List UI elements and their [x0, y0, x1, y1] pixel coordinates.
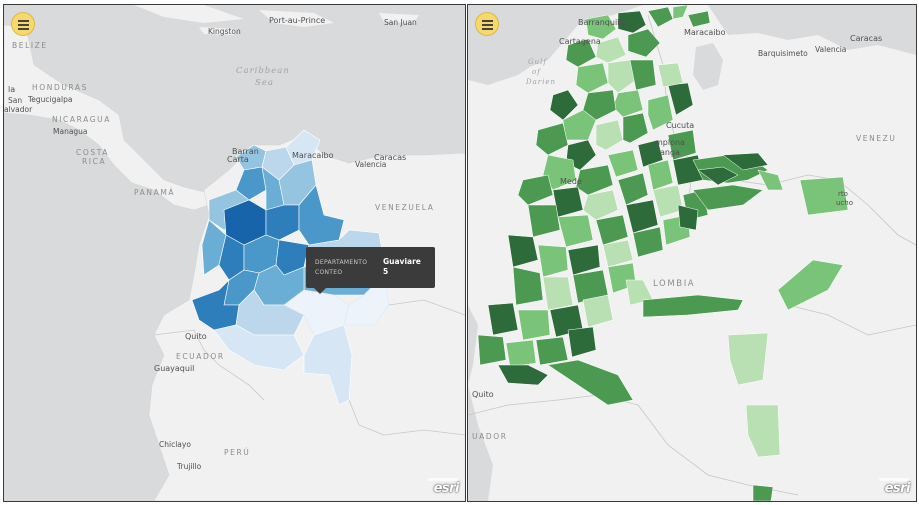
tooltip-conteo-label: CONTEO: [315, 269, 343, 276]
caribbean-islands: [134, 5, 244, 23]
esri-logo: esri: [433, 481, 460, 496]
country-label: VENEZU: [856, 134, 897, 143]
esri-logo: esri: [884, 481, 911, 496]
city-label: Guayaquil: [154, 364, 195, 373]
powered-by-bar: [879, 478, 909, 481]
hamburger-menu-icon: [482, 20, 493, 22]
city-label: Carta: [227, 155, 249, 164]
tooltip-departamento-label: DEPARTAMENTO: [315, 259, 368, 266]
city-label: anga: [660, 148, 680, 157]
tooltip-departamento-value: Guaviare: [383, 257, 421, 266]
country-label: RICA: [82, 157, 107, 166]
city-label: alvador: [4, 105, 33, 114]
sea-label: Caribbean: [236, 66, 290, 76]
menu-button[interactable]: [11, 12, 35, 36]
city-label: Valencia: [815, 45, 847, 54]
city-label: Trujillo: [177, 462, 202, 471]
city-label: Cucuta: [666, 121, 695, 130]
city-label: Barran: [232, 147, 259, 156]
city-label: rto: [838, 190, 848, 198]
city-label: Caracas: [374, 153, 407, 162]
city-label: Managua: [53, 127, 88, 136]
city-label: Cartagena: [559, 37, 601, 46]
city-label: Maracaibo: [292, 151, 334, 160]
city-label: Tegucigalpa: [28, 95, 73, 104]
city-label: Valencia: [355, 160, 387, 169]
city-label: Barquisimeto: [758, 49, 808, 58]
right-map-canvas[interactable]: [468, 5, 916, 501]
city-label: Mede: [560, 177, 582, 186]
country-label: ECUADOR: [176, 352, 225, 361]
city-label: Barranquilla: [578, 18, 627, 27]
country-label: NICARAGUA: [52, 115, 111, 124]
country-label: UADOR: [472, 432, 508, 441]
sea-label: of: [532, 68, 541, 76]
city-label: Quito: [185, 332, 207, 341]
sea-label: Darien: [526, 78, 557, 86]
city-label: mplona: [655, 138, 685, 147]
city-label: Kingston: [208, 27, 241, 36]
country-label: HONDURAS: [32, 83, 89, 92]
country-label: LOMBIA: [653, 279, 696, 289]
city-label: la: [8, 85, 16, 94]
lake-maracaibo: [693, 43, 723, 90]
tooltip-conteo-value: 5: [383, 267, 389, 276]
powered-by-bar: [428, 478, 458, 481]
country-label: PERÚ: [224, 448, 251, 457]
right-map-panel[interactable]: Barranquilla Cartagena Maracaibo Barquis…: [467, 4, 917, 502]
city-label: Quito: [472, 390, 494, 399]
city-label: Caracas: [850, 34, 883, 43]
city-label: ucho: [836, 199, 854, 207]
hamburger-menu-icon: [18, 20, 29, 22]
country-label: VENEZUELA: [375, 203, 435, 212]
left-map-panel[interactable]: Port-au-Prince San Juan Kingston BELIZE …: [3, 4, 466, 502]
city-label: Port-au-Prince: [269, 16, 326, 25]
country-label: COSTA: [76, 148, 110, 157]
menu-button[interactable]: [475, 12, 499, 36]
country-label: BELIZE: [12, 41, 48, 50]
city-label: Maracaibo: [684, 28, 726, 37]
map-popup-tooltip: DEPARTAMENTO CONTEO Guaviare 5: [306, 247, 435, 294]
sea-label: Sea: [255, 78, 274, 88]
sea-label: Gulf: [528, 58, 547, 66]
country-label: PANAMÁ: [134, 188, 176, 197]
city-label: San: [8, 96, 23, 105]
city-label: San Juan: [384, 18, 417, 27]
colombia-municipalities-layer[interactable]: [477, 5, 849, 501]
city-label: Chiclayo: [159, 440, 191, 449]
